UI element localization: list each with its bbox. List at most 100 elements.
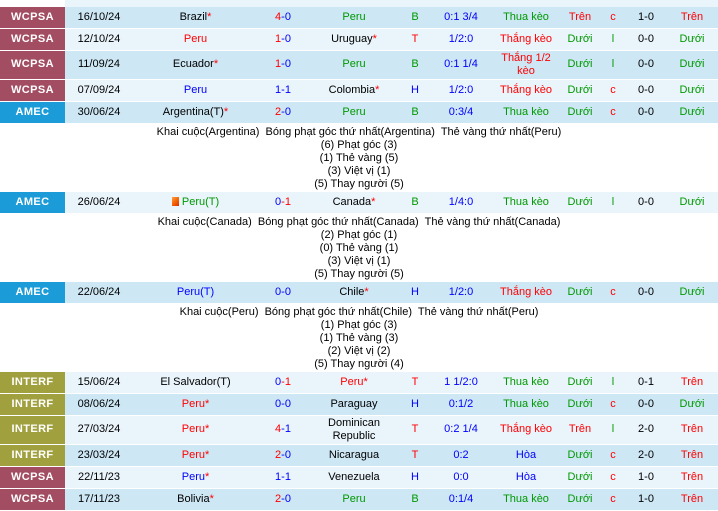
halftime-score-value: 0-0 xyxy=(638,83,654,96)
away-goals: -0 xyxy=(281,285,291,298)
away-team: Peru xyxy=(308,492,400,507)
home-team-name: Peru(T) xyxy=(181,195,220,208)
away-team-name: Canada xyxy=(332,195,372,208)
fulltime-score: 0-0 xyxy=(258,397,308,412)
home-team: Peru(T) xyxy=(133,285,258,300)
over-under-2-result: Dưới xyxy=(666,105,718,120)
over-under-result: Dưới xyxy=(560,470,600,485)
odd-even-result: c xyxy=(600,83,626,98)
handicap-side: B xyxy=(400,492,430,507)
fulltime-score: 4-1 xyxy=(258,422,308,437)
league-badge: WCPSA xyxy=(0,7,65,28)
handicap-side: H xyxy=(400,285,430,300)
halftime-score-value: 0-0 xyxy=(638,397,654,410)
over-under-text: Dưới xyxy=(567,492,593,505)
away-team: Canada* xyxy=(308,195,400,210)
home-team-name: El Salvador(T) xyxy=(160,375,231,388)
detail-stat-line: (5) Thay người (5) xyxy=(314,177,404,190)
odd-even-result: l xyxy=(600,195,626,210)
handicap-result-text: Thắng kèo xyxy=(500,423,552,436)
odd-even-letter: l xyxy=(611,58,615,71)
match-row[interactable]: WCPSA 16/10/24 Brazil* 4-0 Peru B 0:1 3/4 Thua … xyxy=(0,7,718,29)
over-under-text: Dưới xyxy=(567,285,593,298)
halftime-score: 0-0 xyxy=(626,57,666,72)
home-team: Peru xyxy=(133,83,258,98)
halftime-score-value: 2-0 xyxy=(638,448,654,461)
match-row[interactable]: AMEC 22/06/24 Peru(T) 0-0 Chile* H 1/2:0 Thắng … xyxy=(0,281,718,304)
fulltime-score: 0-0 xyxy=(258,285,308,300)
match-row[interactable]: WCPSA 17/11/23 Bolivia* 2-0 Peru B 0:1/4 Thua k… xyxy=(0,488,718,511)
match-row[interactable]: WCPSA 12/10/24 Peru 1-0 Uruguay* T 1/2:0 Thắng … xyxy=(0,29,718,51)
handicap-side-letter: H xyxy=(411,83,419,96)
match-row[interactable]: WCPSA 07/09/24 Peru 1-1 Colombia* H 1/2:0 Thắng… xyxy=(0,79,718,102)
away-team-name: Peru xyxy=(340,375,364,388)
handicap-side: B xyxy=(400,10,430,25)
handicap-result-text: Thắng kèo xyxy=(500,285,552,298)
handicap-result: Thua kèo xyxy=(492,397,560,412)
odd-even-result: l xyxy=(600,422,626,437)
handicap-result: Thắng kèo xyxy=(492,285,560,300)
handicap-odds-value: 0:1/4 xyxy=(448,492,474,505)
handicap-result: Thắng 1/2 kèo xyxy=(492,51,560,79)
halftime-score-value: 1-0 xyxy=(638,492,654,505)
handicap-result-text: Thua kèo xyxy=(503,195,549,208)
odd-even-letter: l xyxy=(611,375,615,388)
halftime-score: 0-0 xyxy=(626,195,666,210)
over-under-result: Trên xyxy=(560,422,600,437)
match-row[interactable]: INTERF 15/06/24 El Salvador(T) 0-1 Peru* T 1 1… xyxy=(0,371,718,394)
away-team-name: Uruguay xyxy=(331,33,373,46)
away-goals: -1 xyxy=(281,470,291,483)
match-date: 17/11/23 xyxy=(77,492,120,505)
over-under-2-text: Dưới xyxy=(679,195,705,208)
detail-header-line: Khai cuộc(Peru) Bóng phạt góc thứ nhất(C… xyxy=(179,305,539,318)
over-under-2-text: Dưới xyxy=(679,58,705,71)
match-date: 22/11/23 xyxy=(77,470,120,483)
fulltime-score: 0-1 xyxy=(258,195,308,210)
match-row[interactable]: AMEC 30/06/24 Argentina(T)* 2-0 Peru B 0:3/4 Th… xyxy=(0,101,718,124)
handicap-side-letter: H xyxy=(411,285,419,298)
away-team-asterisk: * xyxy=(364,285,369,298)
over-under-2-result: Dưới xyxy=(666,57,718,72)
match-row[interactable]: WCPSA 22/11/23 Peru* 1-1 Venezuela H 0:0 Hòa Dướ… xyxy=(0,466,718,489)
match-date: 08/06/24 xyxy=(77,397,121,410)
over-under-text: Dưới xyxy=(567,375,593,388)
over-under-2-text: Trên xyxy=(680,492,704,505)
clipped-row-remainder xyxy=(65,0,718,7)
handicap-result: Thua kèo xyxy=(492,10,560,25)
match-row[interactable]: INTERF 08/06/24 Peru* 0-0 Paraguay H 0:1/2 Thua… xyxy=(0,393,718,416)
league-badge: AMEC xyxy=(0,281,65,303)
over-under-2-result: Dưới xyxy=(666,285,718,300)
match-row[interactable]: WCPSA 11/09/24 Ecuador* 1-0 Peru B 0:1 1/4 Thắn… xyxy=(0,51,718,80)
match-row[interactable]: INTERF 23/03/24 Peru* 2-0 Nicaragua T 0:2 Hòa Dư… xyxy=(0,444,718,467)
home-team-name: Peru xyxy=(183,33,208,46)
odd-even-result: l xyxy=(600,32,626,47)
odd-even-result: c xyxy=(600,285,626,300)
handicap-odds: 0:2 xyxy=(430,448,492,463)
home-team: Ecuador* xyxy=(133,57,258,72)
home-goals: 0 xyxy=(275,195,282,208)
odd-even-result: l xyxy=(600,57,626,72)
home-team-asterisk: * xyxy=(213,58,219,71)
detail-stat-line: (1) Thẻ vàng (3) xyxy=(319,331,399,344)
home-team: El Salvador(T) xyxy=(133,375,258,390)
over-under-2-result: Dưới xyxy=(666,195,718,210)
match-row[interactable]: INTERF 27/03/24 Peru* 4-1 Dominican Republic… xyxy=(0,415,718,445)
handicap-side: T xyxy=(400,448,430,463)
over-under-2-text: Trên xyxy=(680,375,704,388)
odd-even-result: c xyxy=(600,397,626,412)
handicap-odds-value: 1/2:0 xyxy=(448,33,474,46)
home-goals: 1 xyxy=(275,33,282,46)
handicap-result: Thắng kèo xyxy=(492,32,560,47)
handicap-side-letter: B xyxy=(411,195,419,208)
match-row[interactable]: AMEC 26/06/24 Peru(T) 0-1 Canada* B 1/4:0 Thua … xyxy=(0,191,718,214)
odd-even-letter: c xyxy=(610,448,616,461)
odd-even-letter: c xyxy=(610,83,616,96)
away-team-name: Peru xyxy=(342,11,366,24)
over-under-result: Dưới xyxy=(560,375,600,390)
handicap-odds-value: 0:2 xyxy=(453,448,469,461)
handicap-side-letter: T xyxy=(411,33,419,46)
over-under-2-result: Trên xyxy=(666,375,718,390)
handicap-side-letter: T xyxy=(411,423,419,436)
handicap-odds-value: 0:3/4 xyxy=(448,105,474,118)
clipped-row-top xyxy=(0,0,718,7)
